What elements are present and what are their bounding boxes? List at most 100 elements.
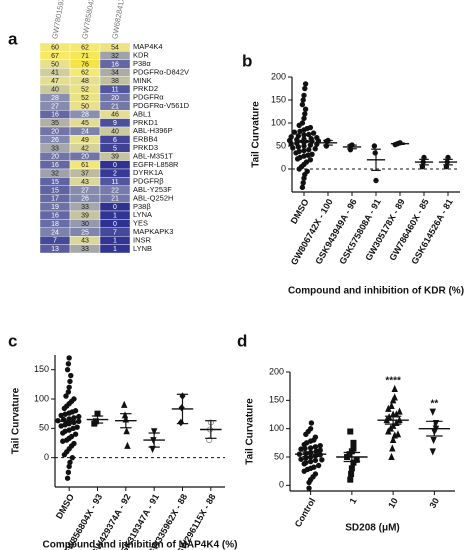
point — [65, 469, 72, 476]
y-tick-label: 200 — [271, 71, 286, 81]
point — [69, 454, 76, 461]
y-tick-label: 150 — [271, 94, 286, 104]
x-axis-title: SD208 (μM) — [345, 523, 399, 534]
error-bar — [120, 413, 132, 429]
point — [149, 445, 156, 454]
row-label: PRKD2 — [133, 84, 158, 93]
row-label: INSR — [133, 235, 152, 244]
point — [302, 81, 309, 87]
row-label: PDGFRα-D842V — [133, 67, 189, 76]
cell-label: 20 — [111, 95, 119, 102]
point — [121, 400, 128, 408]
point — [299, 120, 306, 126]
point — [304, 168, 310, 174]
row-label: MINK — [133, 76, 152, 85]
row-label: KDR — [133, 51, 149, 60]
point — [288, 134, 294, 140]
point — [76, 413, 82, 420]
row-label: PDGFRα — [133, 93, 164, 102]
point — [299, 184, 306, 191]
point — [307, 157, 314, 163]
cell-label: 40 — [51, 87, 59, 94]
significance: **** — [385, 376, 401, 387]
cell-label: 60 — [51, 45, 59, 52]
point — [302, 111, 308, 117]
point — [396, 407, 403, 415]
point — [310, 130, 317, 136]
point — [303, 159, 310, 165]
cell-label: 26 — [81, 196, 89, 203]
cell-label: 28 — [81, 112, 89, 119]
error-bar — [323, 139, 333, 146]
cell-label: 62 — [81, 45, 89, 52]
x-tick-label: 1 — [347, 496, 358, 505]
row-label: PRKD3 — [133, 143, 158, 152]
point — [391, 384, 398, 393]
point — [300, 97, 306, 103]
point — [65, 389, 72, 395]
panel-label: a — [8, 29, 18, 48]
cell-label: 17 — [51, 196, 59, 203]
x-tick-label: 30 — [427, 496, 441, 510]
cell-label: 7 — [113, 229, 117, 236]
cell-label: 15 — [51, 179, 59, 186]
cell-label: 26 — [51, 137, 59, 144]
y-axis-title: Tail Curvature — [11, 387, 22, 454]
cell-label: 42 — [81, 145, 89, 152]
point — [372, 150, 378, 156]
cell-label: 0 — [113, 204, 117, 211]
cell-label: 71 — [81, 53, 89, 60]
y-tick-label: 50 — [276, 140, 286, 150]
point — [295, 133, 302, 139]
error-bar — [443, 158, 453, 166]
point — [312, 471, 319, 477]
error-bar — [205, 420, 217, 439]
point — [348, 465, 355, 472]
error-bar — [148, 432, 160, 448]
point — [312, 146, 318, 152]
point — [311, 464, 317, 470]
point — [309, 151, 315, 157]
cell-label: 32 — [111, 53, 119, 60]
row-label: PDGFRβ — [133, 177, 164, 186]
cell-label: 16 — [111, 61, 119, 68]
point — [307, 445, 314, 451]
point — [74, 424, 80, 430]
point — [301, 115, 307, 122]
point — [150, 428, 158, 436]
point — [388, 452, 395, 461]
cell-label: 43 — [81, 238, 89, 245]
cell-label: 61 — [81, 162, 89, 169]
row-label: ERBB4 — [133, 135, 158, 144]
point — [306, 131, 312, 138]
cell-label: 0 — [113, 221, 117, 228]
point — [312, 457, 319, 464]
row-label: LYNA — [133, 210, 152, 219]
point — [348, 470, 355, 477]
cell-label: 1 — [113, 213, 117, 220]
point — [296, 148, 302, 155]
y-axis-title: Tail Curvature — [251, 101, 262, 168]
point — [124, 441, 131, 449]
cell-label: 34 — [111, 70, 119, 77]
cell-label: 33 — [81, 246, 89, 253]
cell-label: 67 — [51, 53, 59, 60]
cell-label: 52 — [81, 87, 89, 94]
error-bar — [343, 451, 361, 463]
error-bar — [384, 415, 402, 425]
row-label: ABL-Q252H — [133, 193, 173, 202]
cell-label: 62 — [81, 70, 89, 77]
point — [68, 372, 74, 379]
cell-label: 38 — [111, 78, 119, 85]
point — [72, 408, 79, 414]
error-bar — [299, 139, 309, 143]
cell-label: 18 — [51, 221, 59, 228]
cell-label: 6 — [113, 137, 117, 144]
point — [291, 129, 298, 135]
row-label: LYNB — [133, 244, 152, 253]
y-tick-label: 50 — [39, 423, 49, 433]
x-axis-title: Compound and inhibition of MAP4K4 (%) — [43, 540, 238, 550]
y-axis-title: Tail Curvature — [245, 398, 256, 465]
point — [388, 401, 395, 410]
